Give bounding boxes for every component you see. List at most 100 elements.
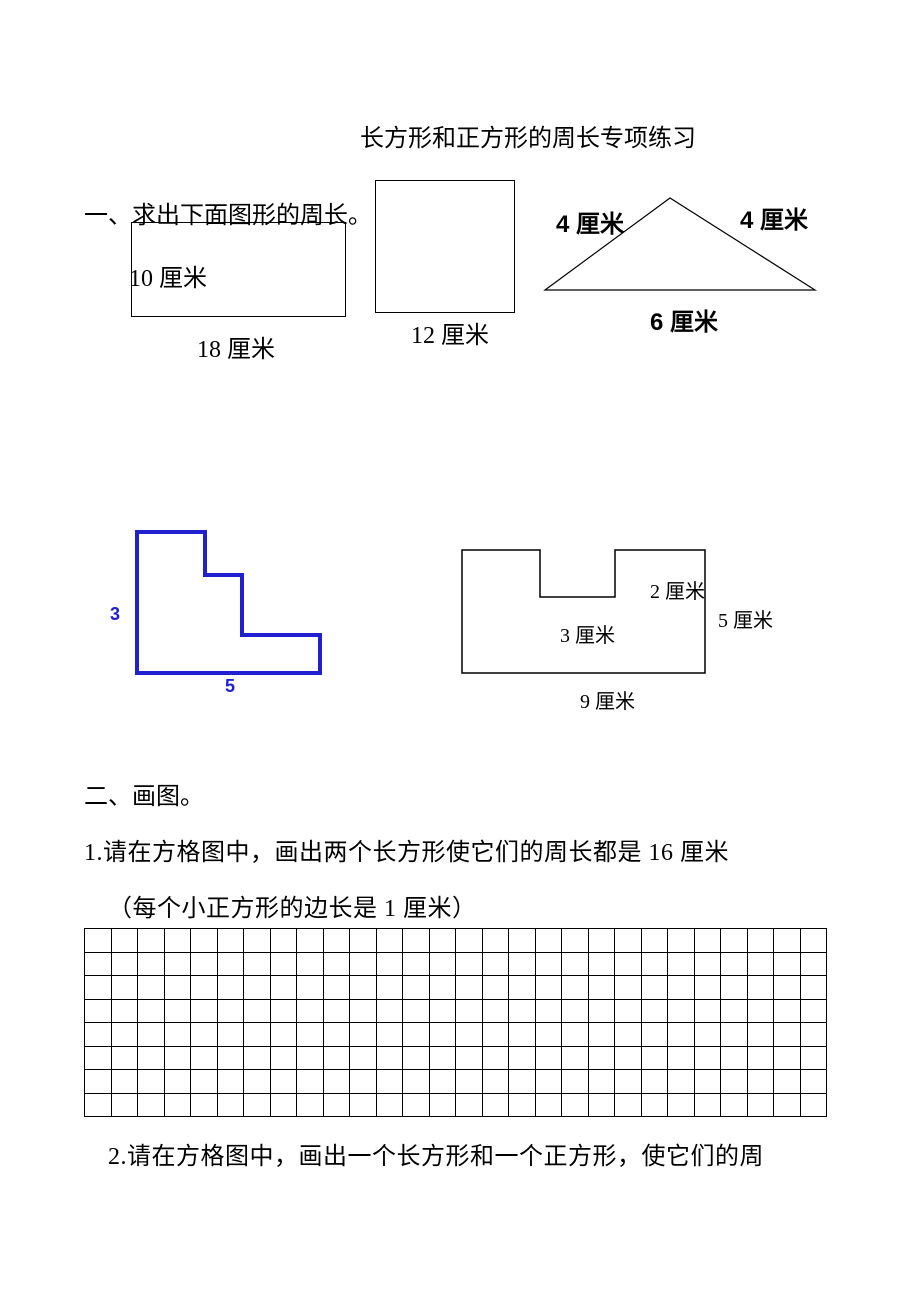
grid-cell [85,1023,112,1047]
grid-cell [509,929,536,953]
triangle-label-right: 4 厘米 [740,200,808,235]
grid-cell [694,1093,721,1117]
grid-cell [191,952,218,976]
grid-cell [774,1070,801,1094]
grid-cell [429,1070,456,1094]
grid-cell [191,999,218,1023]
grid-cell [297,952,324,976]
grid-cell [641,1070,668,1094]
question-2-line-1: 2.请在方格图中，画出一个长方形和一个正方形，使它们的周 [108,1136,764,1171]
grid-cell [244,929,271,953]
grid-cell [562,1070,589,1094]
grid-cell [721,1070,748,1094]
grid-cell [191,929,218,953]
grid-cell [668,976,695,1000]
grid-cell [721,1093,748,1117]
grid-cell [694,1070,721,1094]
grid-cell [800,1046,827,1070]
grid-cell [747,1023,774,1047]
grid-cell [774,1093,801,1117]
grid-cell [456,1023,483,1047]
grid-cell [217,929,244,953]
grid-cell [85,1093,112,1117]
grid-cell [509,1046,536,1070]
grid-cell [429,1046,456,1070]
grid-cell [297,999,324,1023]
grid-cell [111,1093,138,1117]
grid-cell [270,952,297,976]
grid-cell [668,1046,695,1070]
grid-table [84,928,827,1117]
grid-cell [403,1070,430,1094]
grid-cell [138,1046,165,1070]
grid-cell [244,1093,271,1117]
square-shape [375,180,515,313]
grid-cell [615,1070,642,1094]
grid-cell [588,976,615,1000]
grid-cell [562,999,589,1023]
grid-cell [85,1070,112,1094]
grid-cell [562,952,589,976]
grid-cell [509,999,536,1023]
rectangle-label-bottom: 18 厘米 [197,329,275,364]
grid-cell [800,976,827,1000]
grid-cell [747,976,774,1000]
grid-cell [429,999,456,1023]
grid-cell [138,976,165,1000]
grid-cell [376,976,403,1000]
grid-cell [403,952,430,976]
grid-cell [456,999,483,1023]
grid-cell [774,929,801,953]
grid-cell [588,1023,615,1047]
grid-cell [270,929,297,953]
grid-cell [376,1093,403,1117]
ushape-label-3cm: 3 厘米 [560,619,615,648]
grid-cell [111,1070,138,1094]
grid-cell [350,1023,377,1047]
grid-cell [164,999,191,1023]
question-1-line-1: 1.请在方格图中，画出两个长方形使它们的周长都是 16 厘米 [84,832,729,867]
ushape-label-2cm: 2 厘米 [650,575,705,604]
grid-cell [403,929,430,953]
grid-cell [85,1046,112,1070]
grid-cell [509,952,536,976]
grid-cell [800,1070,827,1094]
grid-cell [244,1070,271,1094]
grid-cell [111,1046,138,1070]
grid-cell [456,929,483,953]
grid-cell [85,929,112,953]
grid-cell [535,999,562,1023]
grid-cell [350,976,377,1000]
grid-cell [694,952,721,976]
grid-cell [244,952,271,976]
grid-cell [535,1093,562,1117]
grid-cell [456,952,483,976]
staircase-label-left: 3 [110,604,120,625]
grid-cell [164,929,191,953]
grid-cell [403,1046,430,1070]
page-title: 长方形和正方形的周长专项练习 [360,118,696,153]
ushape-polygon [462,550,705,673]
grid-cell [350,1046,377,1070]
grid-cell [111,929,138,953]
grid-cell [588,929,615,953]
grid-cell [588,999,615,1023]
grid-cell [217,1023,244,1047]
grid-cell [270,976,297,1000]
grid-cell [641,929,668,953]
grid-cell [615,952,642,976]
grid-cell [562,1093,589,1117]
grid-cell [350,1070,377,1094]
grid-cell [244,1023,271,1047]
grid-cell [747,929,774,953]
grid-cell [721,976,748,1000]
grid-cell [641,1023,668,1047]
grid-cell [323,976,350,1000]
grid-cell [85,999,112,1023]
grid-cell [668,952,695,976]
grid-cell [323,999,350,1023]
grid-cell [721,999,748,1023]
grid-cell [138,1023,165,1047]
staircase-polygon [137,532,320,673]
grid-cell [297,929,324,953]
